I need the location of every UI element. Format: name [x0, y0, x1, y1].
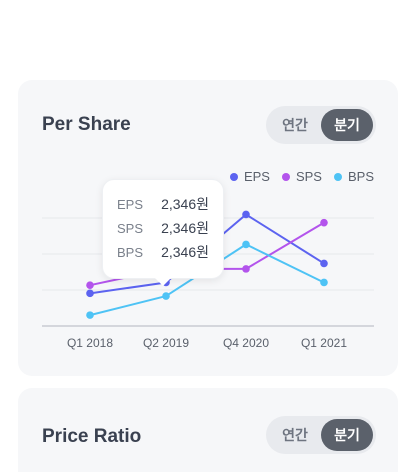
legend-dot-sps: [281, 172, 290, 181]
data-point-sps-0: [86, 281, 94, 289]
data-point-bps-0: [86, 311, 94, 319]
chart-legend: EPS SPS BPS: [229, 169, 374, 184]
x-tick-label-2: Q4 2020: [223, 336, 269, 350]
tooltip-row-eps: EPS 2,346원: [117, 192, 209, 216]
chart-tooltip: EPS 2,346원 SPS 2,346원 BPS 2,346원: [102, 179, 224, 286]
price-ratio-period-toggle: 연간 분기: [266, 416, 376, 454]
tooltip-value-sps: 2,346원: [161, 220, 209, 236]
data-point-sps-3: [320, 218, 328, 227]
legend-item-bps[interactable]: BPS: [333, 169, 374, 184]
data-point-eps-2: [242, 210, 250, 219]
data-point-sps-2: [242, 265, 250, 273]
price-ratio-title: Price Ratio: [42, 426, 142, 447]
price-ratio-annual-option[interactable]: 연간: [282, 427, 308, 443]
tooltip-value-eps: 2,346원: [161, 196, 209, 212]
legend-label-sps: SPS: [295, 169, 322, 184]
x-tick-label-0: Q1 2018: [67, 336, 113, 350]
data-point-bps-1: [162, 292, 170, 300]
x-tick-label-3: Q1 2021: [301, 336, 347, 350]
tooltip-label-sps: SPS: [117, 220, 144, 236]
data-point-bps-2: [242, 240, 250, 249]
per-share-quarterly-option[interactable]: 분기: [321, 109, 373, 141]
data-point-eps-0: [86, 289, 94, 298]
legend-label-eps: EPS: [243, 169, 270, 184]
per-share-annual-option[interactable]: 연간: [282, 117, 308, 133]
tooltip-value-bps: 2,346원: [161, 244, 209, 260]
legend-label-bps: BPS: [347, 169, 374, 184]
legend-dot-eps: [229, 172, 238, 181]
per-share-title: Per Share: [42, 114, 131, 135]
tooltip-row-sps: SPS 2,346원: [117, 216, 209, 240]
tooltip-label-bps: BPS: [117, 244, 144, 260]
x-tick-label-1: Q2 2019: [143, 336, 189, 350]
per-share-card: Q1 2018 Q2 2019 Q4 2020 Q1 2021 Per Share 연…: [18, 80, 398, 376]
per-share-period-toggle: 연간 분기: [266, 106, 376, 144]
data-point-eps-3: [320, 259, 328, 268]
data-point-bps-3: [320, 278, 328, 287]
price-ratio-card: Price Ratio 연간 분기: [18, 388, 398, 472]
tooltip-row-bps: BPS 2,346원: [117, 240, 209, 264]
price-ratio-quarterly-option[interactable]: 분기: [321, 419, 373, 451]
tooltip-label-eps: EPS: [117, 196, 144, 212]
legend-dot-bps: [333, 172, 342, 181]
legend-item-sps[interactable]: SPS: [281, 169, 322, 184]
legend-item-eps[interactable]: EPS: [229, 169, 270, 184]
